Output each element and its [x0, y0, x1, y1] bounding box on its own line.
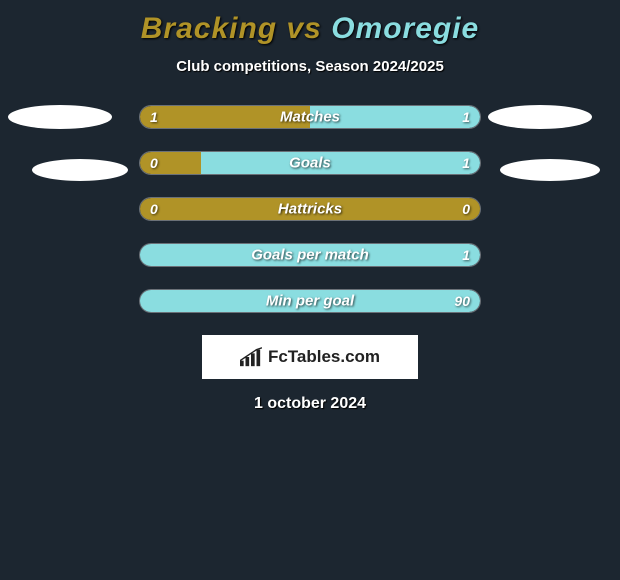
stat-row: 0 0 Hattricks — [139, 197, 481, 221]
value-right: 1 — [462, 155, 470, 171]
date-text: 1 october 2024 — [0, 395, 620, 413]
decor-ellipse — [32, 159, 128, 181]
value-right: 1 — [462, 247, 470, 263]
value-left: 0 — [150, 155, 158, 171]
comparison-chart: 1 1 Matches 0 1 Goals 0 0 Hattricks 1 Goals per ma… — [0, 105, 620, 313]
stat-row: 0 1 Goals — [139, 151, 481, 175]
vs-text: vs — [286, 12, 321, 45]
stat-label: Goals per match — [251, 247, 369, 264]
bar-right — [201, 152, 480, 174]
value-right: 90 — [454, 293, 470, 309]
value-left: 1 — [150, 109, 158, 125]
stat-label: Min per goal — [266, 293, 354, 310]
value-right: 0 — [462, 201, 470, 217]
player2-name: Omoregie — [331, 12, 479, 45]
brand-badge: FcTables.com — [202, 335, 418, 379]
value-left: 0 — [150, 201, 158, 217]
stat-row: 1 1 Matches — [139, 105, 481, 129]
decor-ellipse — [8, 105, 112, 129]
subtitle: Club competitions, Season 2024/2025 — [0, 58, 620, 75]
stat-label: Matches — [280, 109, 340, 126]
stat-label: Hattricks — [278, 201, 342, 218]
stat-label: Goals — [289, 155, 331, 172]
brand-text: FcTables.com — [268, 347, 380, 367]
value-right: 1 — [462, 109, 470, 125]
page-title: Bracking vs Omoregie — [0, 0, 620, 46]
stat-row: 1 Goals per match — [139, 243, 481, 267]
decor-ellipse — [488, 105, 592, 129]
stat-row: 90 Min per goal — [139, 289, 481, 313]
player1-name: Bracking — [141, 12, 277, 45]
decor-ellipse — [500, 159, 600, 181]
chart-icon — [240, 347, 262, 367]
